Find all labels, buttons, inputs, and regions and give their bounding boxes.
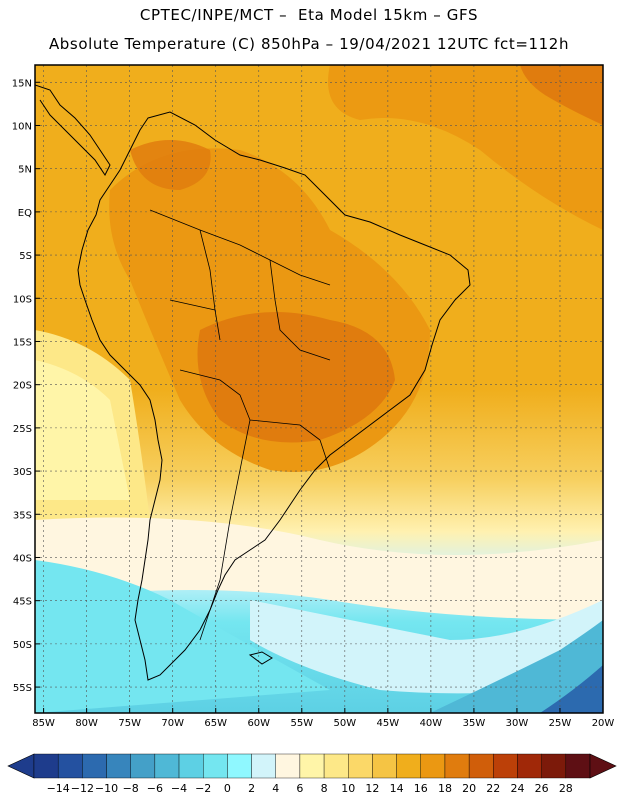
colorbar-tick-label: −8 xyxy=(123,782,139,795)
colorbar-tick-label: −6 xyxy=(147,782,163,795)
map-title-source: CPTEC/INPE/MCT – Eta Model 15km – GFS xyxy=(139,6,479,24)
longitude-label: 55W xyxy=(290,718,313,729)
longitude-label: 35W xyxy=(463,718,486,729)
field-hot-core-northeast xyxy=(520,65,603,125)
colorbar-tick-label: 26 xyxy=(535,782,549,795)
colorbar-tick-label: 10 xyxy=(341,782,355,795)
latitude-label: 30S xyxy=(13,467,32,478)
colorbar-swatch xyxy=(396,753,421,779)
colorbar-tick-label: 14 xyxy=(390,782,404,795)
temperature-field xyxy=(35,65,603,713)
colorbar-tick-label: −4 xyxy=(171,782,187,795)
colorbar-tick-label: 16 xyxy=(414,782,428,795)
longitude-label: 25W xyxy=(549,718,572,729)
latitude-label: 55S xyxy=(13,683,32,694)
latitude-label: EQ xyxy=(18,208,32,219)
colorbar-swatch xyxy=(420,753,446,779)
colorbar-tick-label: 22 xyxy=(486,782,500,795)
latitude-label: 40S xyxy=(13,553,32,564)
colorbar-swatch xyxy=(323,753,349,779)
field-pacific-pale xyxy=(35,360,130,500)
colorbar-tick-label: 6 xyxy=(296,782,303,795)
colorbar-swatch xyxy=(106,753,131,779)
coastlines-and-borders xyxy=(35,84,471,681)
longitude-label: 60W xyxy=(247,718,270,729)
colorbar-swatch xyxy=(348,753,373,779)
colorbar-swatch xyxy=(372,753,397,779)
field-south-pale-band xyxy=(35,517,603,620)
field-hot-core-amazon xyxy=(130,140,211,190)
colorbar-swatch xyxy=(154,753,180,779)
latitude-label: 35S xyxy=(13,510,32,521)
colorbar-swatch xyxy=(227,753,252,779)
colorbar-swatch xyxy=(130,753,156,779)
longitude-label: 40W xyxy=(420,718,443,729)
colorbar-tick-label: 18 xyxy=(438,782,452,795)
longitude-label: 70W xyxy=(161,718,184,729)
latitude-label: 45S xyxy=(13,597,32,608)
colorbar-swatch xyxy=(251,753,276,779)
colorbar-swatch xyxy=(517,753,542,779)
map-frame xyxy=(34,64,604,714)
graticule-grid: 15N 10N 5N EQ 5S 10S 15S 20S 25S 30S 35S 40S 45S 50S 5… xyxy=(12,65,615,729)
color-scale-bar: −14 −12 −10 −8 −6 −4 −2 0 2 4 6 8 10 12 14 16 18 20 22 24 26… xyxy=(7,753,617,795)
colorbar-swatch xyxy=(57,753,83,779)
field-south-light-blue xyxy=(250,600,603,694)
colorbar-swatch xyxy=(33,753,59,779)
colorbar-swatch xyxy=(275,753,301,779)
colorbar-swatch xyxy=(468,753,494,779)
colorbar-swatch xyxy=(203,753,228,779)
national-borders xyxy=(149,209,331,641)
latitude-label: 15N xyxy=(12,78,32,89)
south-america-coastline xyxy=(77,111,471,681)
field-warm-band-northeast xyxy=(328,65,603,230)
latitude-label: 20S xyxy=(13,381,32,392)
map-title-variable: Absolute Temperature (C) 850hPa – 19/04/… xyxy=(48,35,570,53)
latitude-label: 5N xyxy=(18,165,32,176)
colorbar-swatch xyxy=(178,753,204,779)
longitude-label: 85W xyxy=(32,718,55,729)
colorbar-tick-label: 24 xyxy=(510,782,524,795)
colorbar-tick-label: −2 xyxy=(195,782,211,795)
colorbar-tick-label: 8 xyxy=(321,782,328,795)
longitude-label: 45W xyxy=(377,718,400,729)
field-hot-core-central xyxy=(197,312,395,443)
longitude-label: 80W xyxy=(75,718,98,729)
longitude-label: 20W xyxy=(592,718,615,729)
colorbar-tick-label: 0 xyxy=(224,782,231,795)
latitude-label: 5S xyxy=(19,251,32,262)
colorbar-tick-label: 28 xyxy=(559,782,573,795)
colorbar-tick-label: −12 xyxy=(71,782,94,795)
central-america-coastline xyxy=(35,84,111,176)
longitude-label: 30W xyxy=(506,718,529,729)
colorbar-high-arrow xyxy=(589,753,617,779)
latitude-label: 10S xyxy=(13,294,32,305)
colorbar-tick-label: 20 xyxy=(462,782,476,795)
colorbar-swatch xyxy=(493,753,518,779)
colorbar-swatch xyxy=(299,753,325,779)
field-south-mid-blue xyxy=(430,620,603,713)
latitude-label: 10N xyxy=(12,121,32,132)
colorbar-tick-label: 12 xyxy=(365,782,379,795)
colorbar-tick-label: 2 xyxy=(248,782,255,795)
field-south-cyan xyxy=(35,560,330,713)
colorbar-tick-label: −14 xyxy=(47,782,70,795)
colorbar-swatch xyxy=(565,753,591,779)
colorbar-tick-label: −10 xyxy=(95,782,118,795)
colorbar-low-arrow xyxy=(7,753,35,779)
field-south-deep-blue xyxy=(540,665,603,713)
colorbar-swatch xyxy=(444,753,470,779)
latitude-label: 15S xyxy=(13,337,32,348)
longitude-label: 65W xyxy=(204,718,227,729)
latitude-label: 25S xyxy=(13,424,32,435)
longitude-label: 50W xyxy=(334,718,357,729)
falkland-islands-outline xyxy=(248,651,273,665)
colorbar-tick-label: 4 xyxy=(272,782,279,795)
longitude-label: 75W xyxy=(118,718,141,729)
colorbar-swatch xyxy=(541,753,567,779)
latitude-label: 50S xyxy=(13,640,32,651)
colorbar-swatch xyxy=(82,753,107,779)
